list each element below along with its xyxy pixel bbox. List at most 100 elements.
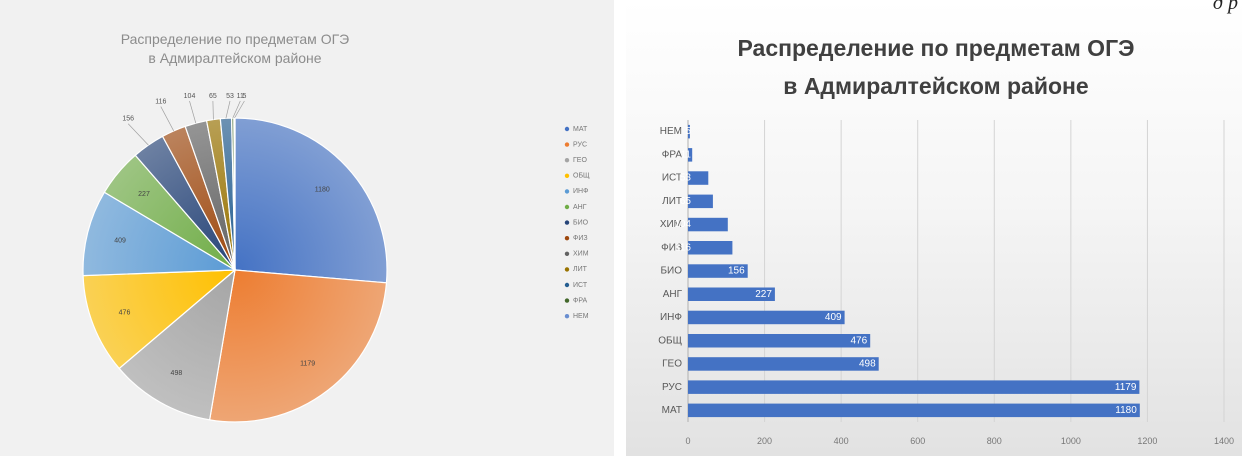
bar-chart-title-line-2: в Адмиралтейском районе xyxy=(783,73,1088,99)
bar-гео xyxy=(688,357,879,371)
bar-value-label-анг: 227 xyxy=(755,289,772,300)
bar-био xyxy=(688,264,748,278)
bar-value-label-лит: 65 xyxy=(680,196,692,207)
category-label-лит: ЛИТ xyxy=(662,196,682,207)
pie-slice-value-label: 1180 xyxy=(315,187,330,194)
bar-chart-gridlines xyxy=(687,120,1225,422)
bar-value-label-инф: 409 xyxy=(825,312,842,323)
category-label-гео: ГЕО xyxy=(662,359,682,370)
x-tick-label: 800 xyxy=(987,436,1002,446)
legend-label-мат: МАТ xyxy=(573,126,588,133)
pie-leader-line xyxy=(232,100,241,119)
pie-slice-value-label: 1179 xyxy=(300,361,315,368)
category-label-анг: АНГ xyxy=(663,289,683,300)
bar-value-label-хим: 104 xyxy=(674,219,691,230)
pie-slice-рус xyxy=(208,269,388,423)
category-label-нем: НЕМ xyxy=(660,126,682,137)
legend-label-нем: НЕМ xyxy=(573,313,589,320)
pie-leader-line xyxy=(212,100,214,120)
pie-legend: МАТ РУС ГЕО ОБЩ ИНФ АНГ БИО ФИЗ ХИМ ЛИТ ИСТ ФРА НЕМ xyxy=(564,126,590,320)
bar-value-label-общ: 476 xyxy=(851,335,868,346)
pie-slice-outer-label: 5 xyxy=(242,93,246,100)
legend-marker-общ xyxy=(564,173,570,178)
x-tick-label: 0 xyxy=(685,436,690,446)
bar-инф xyxy=(688,310,845,325)
pie-slice-общ xyxy=(82,269,237,370)
category-label-рус: РУС xyxy=(662,382,682,393)
legend-marker-мат xyxy=(564,126,570,132)
pie-leader-line xyxy=(160,106,175,132)
pie-chart: Распределение по предметам ОГЭ в Адмирал… xyxy=(82,31,590,423)
category-label-мат: МАТ xyxy=(662,405,682,416)
category-label-фра: ФРА xyxy=(662,149,683,160)
bar-value-label-фра: 11 xyxy=(681,149,692,160)
pie-slice-outer-label: 53 xyxy=(226,93,234,100)
x-tick-label: 1200 xyxy=(1137,436,1157,446)
x-tick-label: 1000 xyxy=(1061,436,1081,446)
bar-анг xyxy=(688,287,775,301)
bar-value-label-ист: 53 xyxy=(680,173,692,184)
bar-мат xyxy=(688,403,1140,418)
bar-value-label-био: 156 xyxy=(728,266,745,277)
pie-slice-outer-label: 11 xyxy=(237,93,244,100)
bar-рус xyxy=(688,380,1140,394)
bar-value-label-гео: 498 xyxy=(859,359,876,370)
pie-slice-value-label: 476 xyxy=(119,310,131,317)
pie-chart-panel: Распределение по предметам ОГЭ в Адмирал… xyxy=(0,0,614,456)
bar-value-label-мат: 1180 xyxy=(1115,405,1137,416)
pie-leader-line xyxy=(127,123,149,146)
bar-value-label-нем: 5 xyxy=(685,126,691,137)
legend-label-лит: ЛИТ xyxy=(573,266,588,273)
pie-slice-outer-label: 156 xyxy=(122,116,134,123)
category-label-био: БИО xyxy=(660,266,682,277)
pie-slice-outer-label: 65 xyxy=(209,93,217,100)
pie-slice-мат xyxy=(234,117,388,284)
x-tick-label: 1400 xyxy=(1214,436,1234,446)
bar-chart-category-labels: НЕМ ФРА ИСТ ЛИТ ХИМ ФИЗ БИО АНГ ИНФ ОБЩ ГЕО РУС МАТ xyxy=(658,126,682,416)
pie-slice-outer-label: 116 xyxy=(155,98,166,105)
legend-label-рус: РУС xyxy=(573,141,587,148)
legend-marker-нем xyxy=(564,314,570,319)
bar-хим xyxy=(688,217,728,232)
x-tick-label: 200 xyxy=(757,436,772,446)
corner-text: д р xyxy=(1212,0,1238,14)
legend-marker-лит xyxy=(564,267,570,272)
pie-slices xyxy=(82,117,388,423)
pie-slice-outer-label: 104 xyxy=(184,93,196,100)
bar-общ xyxy=(688,334,871,348)
pie-leader-line xyxy=(189,100,197,124)
bar-chart-value-labels: 5 11 53 65 104 116 156 227 409 476 498 1179 1180 xyxy=(674,126,1137,416)
legend-marker-гео xyxy=(564,158,570,163)
x-tick-label: 600 xyxy=(910,436,925,446)
pie-slice-гео xyxy=(118,268,236,421)
bar-физ xyxy=(688,241,733,255)
pie-slice-нем xyxy=(233,117,236,271)
pie-slice-инф xyxy=(82,191,238,277)
legend-label-общ: ОБЩ xyxy=(573,173,590,180)
legend-marker-инф xyxy=(564,189,570,194)
legend-label-био: БИО xyxy=(573,219,589,226)
bar-chart-bars xyxy=(688,124,1140,418)
bar-chart-x-axis-ticks: 0 200 400 600 800 1000 1200 1400 xyxy=(685,436,1234,446)
pie-slice-value-label: 409 xyxy=(114,238,126,245)
bar-лит xyxy=(688,194,713,209)
category-label-хим: ХИМ xyxy=(660,219,682,230)
pie-chart-title-line-2: в Адмиралтейском районе xyxy=(148,50,321,66)
x-tick-label: 400 xyxy=(834,436,849,446)
legend-label-ист: ИСТ xyxy=(573,282,588,289)
legend-marker-ист xyxy=(564,282,570,288)
legend-marker-фра xyxy=(564,298,570,303)
bar-фра xyxy=(688,148,693,162)
category-label-физ: ФИЗ xyxy=(661,242,682,253)
pie-leader-line xyxy=(234,100,245,119)
pie-chart-title-line-1: Распределение по предметам ОГЭ xyxy=(121,31,349,47)
legend-marker-анг xyxy=(564,204,570,210)
pie-leader-line xyxy=(225,100,231,119)
category-label-инф: ИНФ xyxy=(660,312,682,323)
bar-chart-panel: Распределение по предметам ОГЭ в Адмирал… xyxy=(626,0,1242,456)
bar-chart-title-line-1: Распределение по предметам ОГЭ xyxy=(738,35,1135,61)
legend-marker-рус xyxy=(564,142,570,147)
bar-нем xyxy=(688,124,690,139)
legend-label-гео: ГЕО xyxy=(573,157,587,164)
category-label-общ: ОБЩ xyxy=(658,335,682,346)
